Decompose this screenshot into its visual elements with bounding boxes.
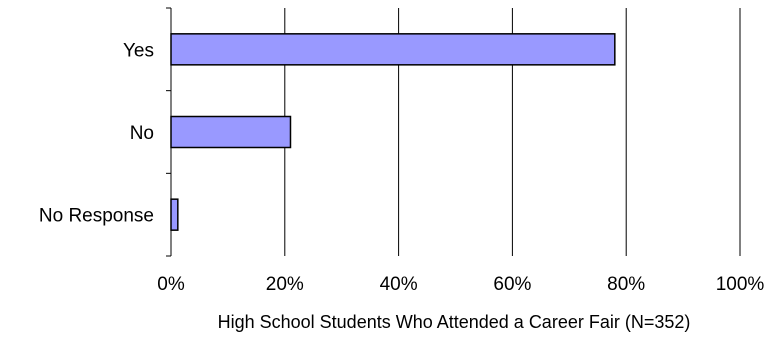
category-label: Yes [123,40,154,61]
category-label: No Response [39,206,154,227]
category-labels: Yes No No Response [39,40,154,226]
bars [170,33,616,231]
x-tick-label: 80% [607,274,645,295]
x-tick-label: 0% [157,274,185,295]
bar [170,33,616,66]
bar [170,198,179,231]
x-tick-label: 60% [493,274,531,295]
x-tick-label: 40% [380,274,418,295]
x-tick-labels: 0% 20% 40% 60% 80% 100% [157,274,764,295]
x-axis-title: High School Students Who Attended a Care… [218,312,691,332]
x-tick-label: 20% [266,274,304,295]
axes [166,7,172,257]
category-label: No [130,123,154,144]
bar [170,115,292,149]
x-tick-label: 100% [716,274,765,295]
